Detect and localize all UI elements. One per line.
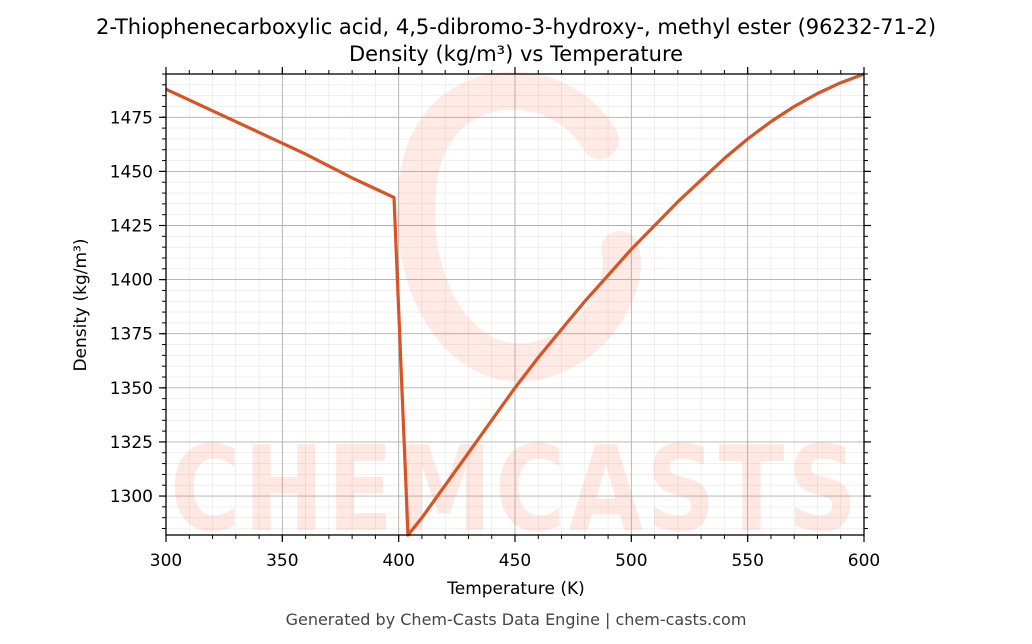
x-tick-label: 550 [731, 551, 763, 571]
y-axis-label: Density (kg/m³) [71, 238, 91, 371]
axis-tick-labels: 300 350 400 450 500 550 600 1300 1325 1350 1375 140… [110, 108, 880, 571]
y-tick-label: 1325 [110, 433, 153, 453]
axis-ticks [159, 67, 871, 542]
y-tick-label: 1300 [110, 487, 153, 507]
y-tick-label: 1350 [110, 379, 153, 399]
x-axis-label: Temperature (K) [446, 579, 585, 599]
y-tick-label: 1375 [110, 325, 153, 345]
chart-subtitle: Density (kg/m³) vs Temperature [349, 42, 683, 66]
x-tick-label: 400 [382, 551, 414, 571]
y-tick-label: 1425 [110, 217, 153, 237]
y-tick-label: 1475 [110, 108, 153, 128]
chart-title: 2-Thiophenecarboxylic acid, 4,5-dibromo-… [96, 15, 936, 39]
x-tick-label: 600 [848, 551, 880, 571]
x-tick-label: 300 [150, 551, 182, 571]
x-tick-label: 450 [499, 551, 531, 571]
y-tick-label: 1400 [110, 271, 153, 291]
x-tick-label: 500 [615, 551, 647, 571]
footer-credit: Generated by Chem-Casts Data Engine | ch… [286, 610, 747, 629]
density-series-line [165, 72, 865, 537]
y-tick-label: 1450 [110, 162, 153, 182]
x-tick-label: 350 [266, 551, 298, 571]
